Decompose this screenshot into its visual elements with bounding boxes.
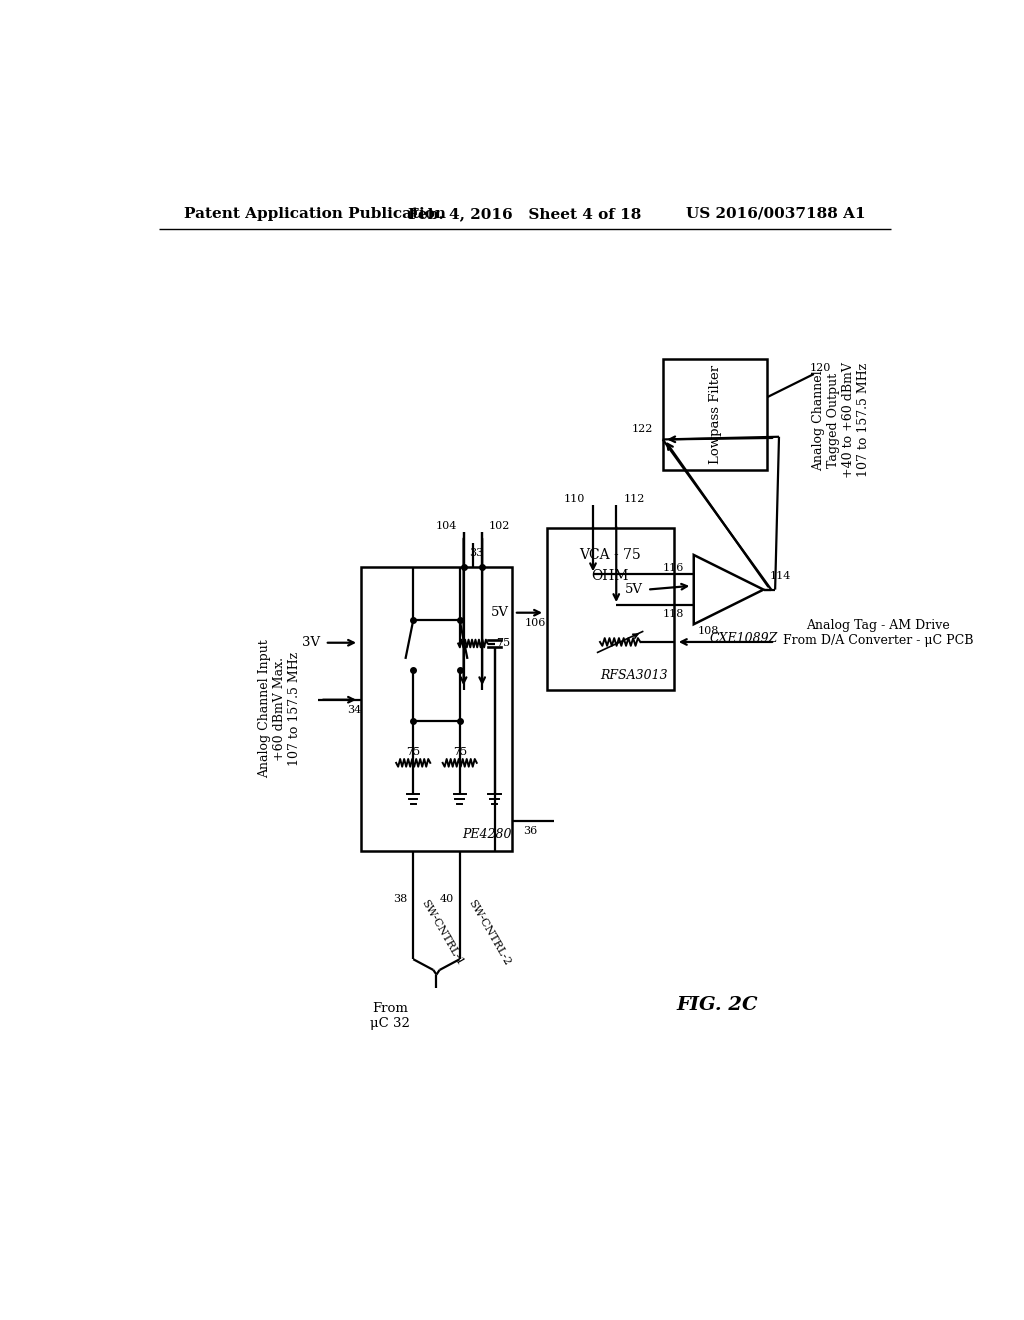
Text: 120: 120 <box>810 363 831 372</box>
Text: US 2016/0037188 A1: US 2016/0037188 A1 <box>686 207 866 220</box>
Text: SW-CNTRL-1: SW-CNTRL-1 <box>420 898 465 966</box>
Text: RFSA3013: RFSA3013 <box>600 669 669 682</box>
Text: 118: 118 <box>664 610 684 619</box>
Text: 3V: 3V <box>302 636 321 649</box>
Text: 122: 122 <box>632 424 653 434</box>
Bar <box>547 528 675 689</box>
Text: Analog Tag - AM Drive
From D/A Converter - μC PCB: Analog Tag - AM Drive From D/A Converter… <box>783 619 974 647</box>
Text: 75: 75 <box>407 747 420 758</box>
Text: 40: 40 <box>439 894 454 904</box>
Text: SW-CNTRL-2: SW-CNTRL-2 <box>466 898 512 966</box>
Text: 36: 36 <box>523 826 538 837</box>
Text: VCA - 75: VCA - 75 <box>580 548 641 562</box>
Text: 34: 34 <box>347 705 361 715</box>
Text: 106: 106 <box>524 619 546 628</box>
Text: 116: 116 <box>664 564 684 573</box>
Text: 75: 75 <box>496 639 510 648</box>
Text: 108: 108 <box>697 626 719 636</box>
Text: PE4280: PE4280 <box>462 828 512 841</box>
Polygon shape <box>693 554 764 624</box>
Text: Feb. 4, 2016   Sheet 4 of 18: Feb. 4, 2016 Sheet 4 of 18 <box>409 207 641 220</box>
Text: 110: 110 <box>564 494 586 504</box>
Text: 38: 38 <box>393 894 407 904</box>
Bar <box>360 566 512 851</box>
Text: Patent Application Publication: Patent Application Publication <box>183 207 445 220</box>
Text: 5V: 5V <box>492 606 509 619</box>
Text: 33: 33 <box>469 548 483 557</box>
Text: Lowpass Filter: Lowpass Filter <box>709 364 722 465</box>
Text: FIG. 2C: FIG. 2C <box>676 997 758 1014</box>
Text: 75: 75 <box>453 747 467 758</box>
Text: 112: 112 <box>624 494 645 504</box>
Text: 114: 114 <box>770 570 792 581</box>
Text: 102: 102 <box>488 520 510 531</box>
Bar <box>663 359 767 470</box>
Text: 104: 104 <box>436 520 458 531</box>
Text: OHM: OHM <box>592 569 629 582</box>
Text: CXE1089Z: CXE1089Z <box>710 631 778 644</box>
Text: Analog Channel Input
+60 dBmV Max.
107 to 157.5 MHz: Analog Channel Input +60 dBmV Max. 107 t… <box>258 640 301 779</box>
Text: Analog Channel
Tagged Output
+40 to +60 dBmV
107 to 157.5 MHz: Analog Channel Tagged Output +40 to +60 … <box>812 362 870 478</box>
Text: 5V: 5V <box>626 583 643 597</box>
Text: From
μC 32: From μC 32 <box>370 1002 410 1030</box>
